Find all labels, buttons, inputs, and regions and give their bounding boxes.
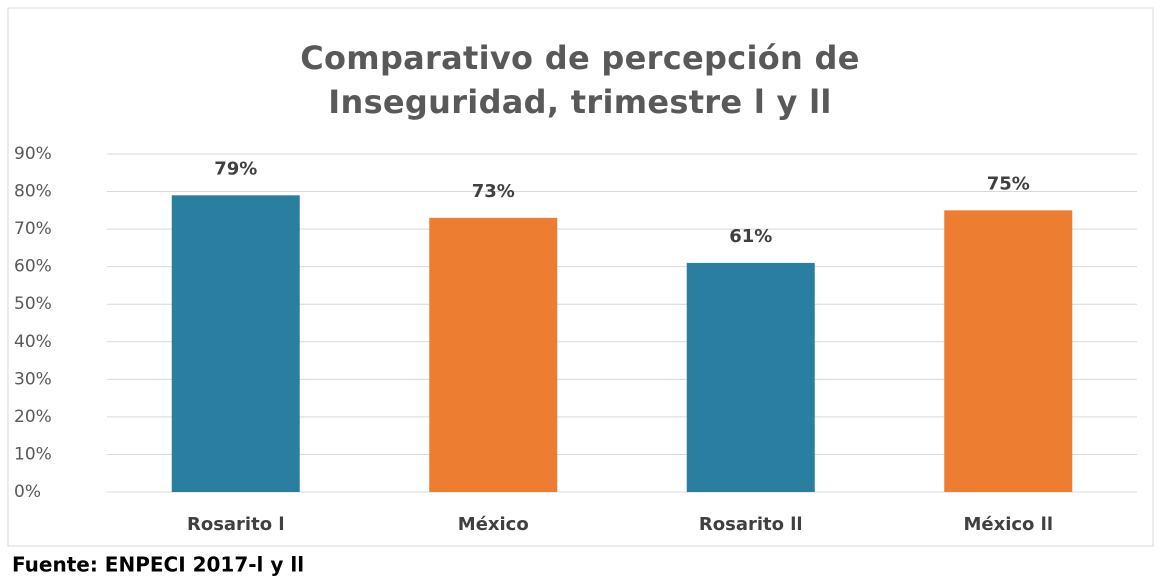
y-tick-label: 60% <box>14 257 52 277</box>
x-tick-label: Rosarito l <box>187 514 285 535</box>
y-tick-label: 30% <box>14 369 52 389</box>
y-tick-label: 40% <box>14 332 52 352</box>
y-tick-label: 80% <box>14 182 52 202</box>
bar <box>686 262 815 492</box>
y-tick-label: 50% <box>14 294 52 314</box>
y-tick-label: 70% <box>14 219 52 239</box>
data-label: 79% <box>214 158 257 179</box>
x-tick-label: México <box>458 514 529 535</box>
x-tick-label: Rosarito ll <box>699 514 803 535</box>
source-note: Fuente: ENPECI 2017-l y ll <box>12 553 304 577</box>
y-tick-label: 0% <box>14 482 41 502</box>
bar <box>944 210 1073 493</box>
y-tick-label: 10% <box>14 444 52 464</box>
x-tick-label: México ll <box>963 514 1053 535</box>
data-label: 61% <box>729 226 772 247</box>
bar <box>429 217 558 492</box>
y-tick-label: 20% <box>14 407 52 427</box>
data-label: 73% <box>472 181 515 202</box>
chart-title: Comparativo de percepción de Inseguridad… <box>300 39 860 121</box>
y-tick-label: 90% <box>14 144 52 164</box>
data-label: 75% <box>987 173 1030 194</box>
bar <box>171 195 300 493</box>
